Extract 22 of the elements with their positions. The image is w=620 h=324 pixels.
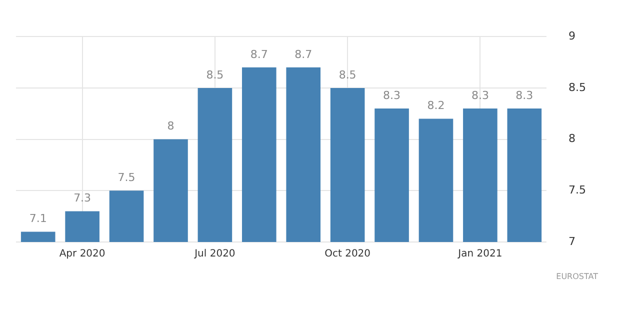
data-label: 8.3	[516, 88, 534, 102]
y-tick-label: 9	[568, 29, 576, 42]
x-tick-label: Oct 2020	[324, 248, 371, 260]
data-label: 8.5	[206, 68, 224, 82]
data-label: 8.7	[294, 48, 312, 61]
y-tick-label: 8	[568, 132, 576, 146]
y-tick-label: 7.5	[568, 184, 586, 197]
data-label: 8.3	[383, 88, 401, 102]
data-label: 8.5	[338, 68, 356, 82]
y-tick-label: 7	[568, 234, 576, 248]
x-tick-label: Jul 2020	[194, 248, 236, 260]
data-label: 7.5	[118, 171, 136, 184]
data-label: 8.3	[471, 88, 489, 102]
text: EUROSTAT	[556, 272, 598, 282]
data-label: 8.7	[250, 48, 268, 61]
x-tick-label: Apr 2020	[59, 248, 106, 260]
y-tick-label: 8.5	[568, 80, 586, 94]
data-label: 8.2	[427, 99, 445, 112]
x-tick-label: Jan 2021	[457, 248, 502, 260]
data-label: 8	[167, 120, 174, 133]
data-label: 7.3	[74, 192, 92, 205]
data-label: 7.1	[29, 212, 47, 226]
